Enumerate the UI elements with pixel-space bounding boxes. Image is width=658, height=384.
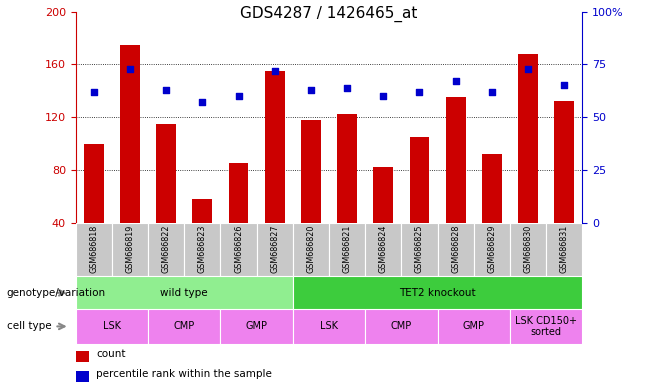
Text: CMP: CMP [174,321,195,331]
Point [378,93,388,99]
Text: CMP: CMP [391,321,412,331]
Bar [554,101,574,223]
Text: cell type: cell type [7,321,51,331]
Bar [120,45,140,223]
Bar [518,54,538,223]
Bar [148,223,184,276]
Point [124,65,136,71]
Text: wild type: wild type [161,288,208,298]
Text: LSK CD150+
sorted: LSK CD150+ sorted [515,316,577,337]
Bar [220,309,293,344]
Point [233,93,243,99]
Bar [546,223,582,276]
Text: GSM686822: GSM686822 [162,224,170,273]
Bar [293,223,329,276]
Bar [401,223,438,276]
Text: GSM686825: GSM686825 [415,224,424,273]
Bar [293,276,582,309]
Bar [84,144,104,223]
Point [559,82,570,88]
Bar [510,223,546,276]
Point [88,89,99,95]
Point [415,89,425,95]
Bar [184,223,220,276]
Bar [228,163,249,223]
Text: TET2 knockout: TET2 knockout [399,288,476,298]
Bar [76,351,89,362]
Bar [192,199,213,223]
Point [522,65,533,71]
Text: GMP: GMP [463,321,485,331]
Point [161,87,171,93]
Bar [112,223,148,276]
Bar [301,120,321,223]
Bar [156,124,176,223]
Bar [373,167,393,223]
Bar [438,309,510,344]
Text: GSM686823: GSM686823 [198,224,207,273]
Bar [409,137,430,223]
Text: GSM686818: GSM686818 [89,224,98,273]
Bar [265,71,285,223]
Bar [445,97,466,223]
Text: GSM686821: GSM686821 [343,224,351,273]
Bar [148,309,220,344]
Bar [257,223,293,276]
Text: LSK: LSK [103,321,121,331]
Bar [76,371,89,382]
Bar [329,223,365,276]
Point [342,84,353,91]
Text: GSM686828: GSM686828 [451,224,460,273]
Text: genotype/variation: genotype/variation [7,288,106,298]
Bar [76,276,293,309]
Bar [482,154,502,223]
Text: GSM686829: GSM686829 [488,224,496,273]
Bar [474,223,510,276]
Bar [293,309,365,344]
Text: GSM686830: GSM686830 [524,224,532,273]
Text: percentile rank within the sample: percentile rank within the sample [96,369,272,379]
Bar [76,309,148,344]
Point [486,89,497,95]
Bar [365,223,401,276]
Text: GSM686831: GSM686831 [560,224,569,273]
Bar [76,223,112,276]
Text: GSM686819: GSM686819 [126,224,134,273]
Text: count: count [96,349,126,359]
Bar [510,309,582,344]
Text: LSK: LSK [320,321,338,331]
Bar [220,223,257,276]
Text: GSM686827: GSM686827 [270,224,279,273]
Text: GSM686820: GSM686820 [307,224,315,273]
Text: GDS4287 / 1426465_at: GDS4287 / 1426465_at [240,6,418,22]
Text: GMP: GMP [245,321,268,331]
Text: GSM686824: GSM686824 [379,224,388,273]
Bar [365,309,438,344]
Point [270,68,280,74]
Text: GSM686826: GSM686826 [234,224,243,273]
Point [305,87,316,93]
Point [197,99,207,106]
Bar [438,223,474,276]
Point [450,78,461,84]
Bar [337,114,357,223]
